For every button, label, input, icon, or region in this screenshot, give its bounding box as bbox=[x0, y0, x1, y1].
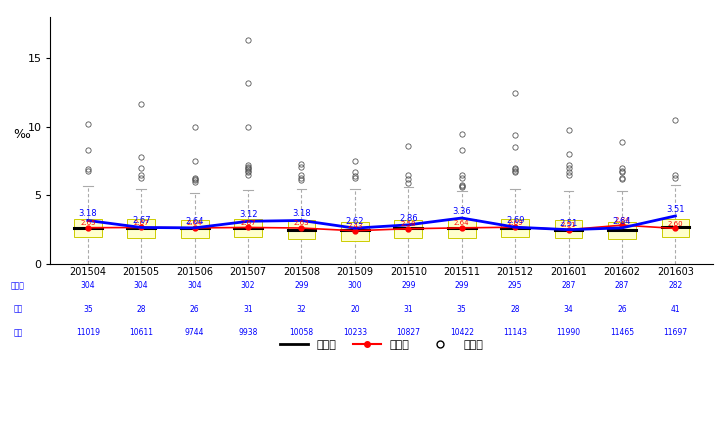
Text: 9938: 9938 bbox=[238, 328, 258, 337]
Text: 10058: 10058 bbox=[289, 328, 313, 337]
Text: 2.43: 2.43 bbox=[347, 223, 363, 229]
Text: 11697: 11697 bbox=[663, 328, 688, 337]
Text: 2.65: 2.65 bbox=[80, 220, 96, 226]
Text: 2.69: 2.69 bbox=[508, 219, 523, 225]
Text: 2.63: 2.63 bbox=[294, 220, 310, 226]
Text: 300: 300 bbox=[348, 281, 362, 290]
Text: 11465: 11465 bbox=[610, 328, 634, 337]
Text: 2.67: 2.67 bbox=[240, 220, 256, 226]
Text: 分母: 分母 bbox=[14, 328, 22, 337]
Text: 2.51: 2.51 bbox=[559, 219, 577, 227]
Text: 26: 26 bbox=[190, 305, 199, 314]
Text: 35: 35 bbox=[457, 305, 467, 314]
Text: 2.60: 2.60 bbox=[667, 221, 683, 227]
Text: 295: 295 bbox=[508, 281, 523, 290]
Text: 2.84: 2.84 bbox=[614, 218, 630, 224]
Text: 282: 282 bbox=[668, 281, 683, 290]
Text: 3.12: 3.12 bbox=[239, 210, 257, 219]
Text: 26: 26 bbox=[617, 305, 627, 314]
Text: 28: 28 bbox=[510, 305, 520, 314]
Text: 31: 31 bbox=[243, 305, 253, 314]
Text: 299: 299 bbox=[401, 281, 415, 290]
Bar bbox=[181, 220, 209, 238]
Text: 2.62: 2.62 bbox=[346, 217, 364, 226]
Text: 施設数: 施設数 bbox=[11, 281, 25, 290]
Text: 3.36: 3.36 bbox=[452, 207, 471, 216]
Text: 11019: 11019 bbox=[76, 328, 100, 337]
Text: 304: 304 bbox=[187, 281, 202, 290]
Bar bbox=[287, 220, 315, 239]
Legend: 中央値, 平均値, 外れ値: 中央値, 平均値, 外れ値 bbox=[276, 336, 487, 354]
Text: 10827: 10827 bbox=[396, 328, 420, 337]
Text: 10611: 10611 bbox=[129, 328, 153, 337]
Text: 2.58: 2.58 bbox=[400, 221, 416, 227]
Text: 2.64: 2.64 bbox=[613, 217, 631, 226]
Text: 2.86: 2.86 bbox=[399, 214, 418, 223]
Text: 2.64: 2.64 bbox=[187, 220, 202, 226]
Text: 3.18: 3.18 bbox=[78, 210, 97, 219]
Bar bbox=[448, 219, 476, 238]
Y-axis label: ‰: ‰ bbox=[14, 127, 30, 141]
Text: 287: 287 bbox=[615, 281, 629, 290]
Text: 分子: 分子 bbox=[14, 305, 22, 314]
Text: 302: 302 bbox=[240, 281, 256, 290]
Text: 10233: 10233 bbox=[343, 328, 367, 337]
Text: 2.51: 2.51 bbox=[561, 222, 576, 228]
Bar bbox=[608, 222, 636, 239]
Text: 20: 20 bbox=[350, 305, 360, 314]
Text: 3.18: 3.18 bbox=[292, 210, 311, 219]
Text: 2.64: 2.64 bbox=[185, 217, 204, 226]
Bar bbox=[662, 219, 689, 237]
Text: 34: 34 bbox=[564, 305, 573, 314]
Bar bbox=[127, 219, 155, 238]
Text: 304: 304 bbox=[134, 281, 148, 290]
Text: 299: 299 bbox=[454, 281, 469, 290]
Text: 41: 41 bbox=[670, 305, 680, 314]
Text: 304: 304 bbox=[81, 281, 95, 290]
Text: 3.51: 3.51 bbox=[666, 205, 685, 214]
Text: 11990: 11990 bbox=[557, 328, 580, 337]
Bar bbox=[395, 220, 422, 238]
Text: 2.67: 2.67 bbox=[133, 220, 149, 226]
Bar bbox=[341, 222, 369, 241]
Text: 31: 31 bbox=[403, 305, 413, 314]
Text: 32: 32 bbox=[297, 305, 306, 314]
Text: 9744: 9744 bbox=[185, 328, 204, 337]
Text: 10422: 10422 bbox=[450, 328, 474, 337]
Text: 35: 35 bbox=[83, 305, 93, 314]
Text: 28: 28 bbox=[137, 305, 146, 314]
Text: 2.67: 2.67 bbox=[132, 216, 150, 225]
Bar bbox=[501, 219, 529, 237]
Text: 2.64: 2.64 bbox=[454, 220, 469, 226]
Text: 299: 299 bbox=[294, 281, 309, 290]
Text: 11143: 11143 bbox=[503, 328, 527, 337]
Text: 2.69: 2.69 bbox=[506, 216, 524, 225]
Bar bbox=[554, 220, 582, 238]
Bar bbox=[74, 219, 102, 237]
Text: 287: 287 bbox=[562, 281, 576, 290]
Bar bbox=[234, 219, 262, 237]
